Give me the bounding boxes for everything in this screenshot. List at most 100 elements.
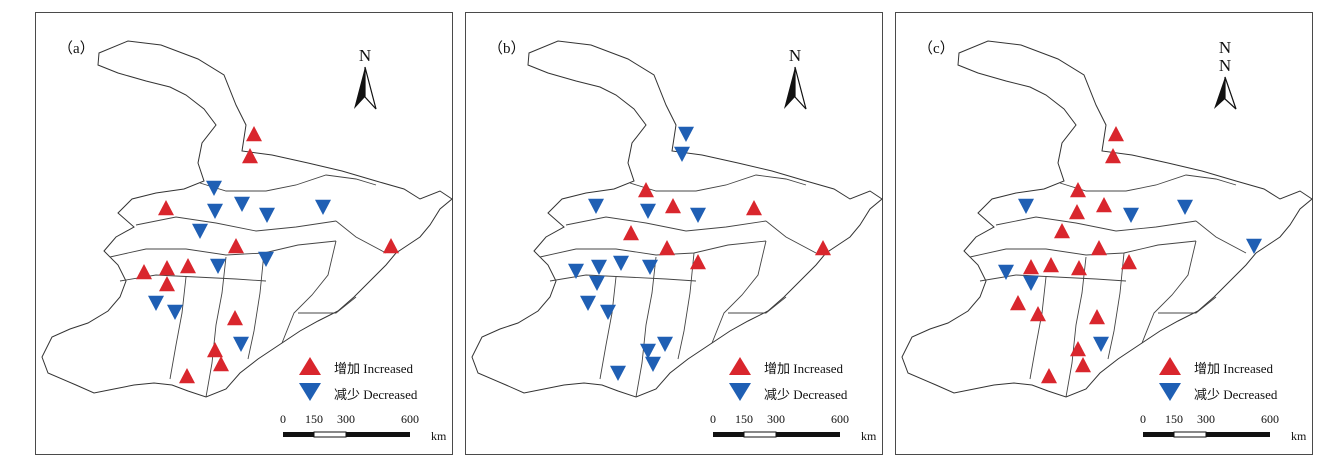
increased-station-marker xyxy=(1043,257,1059,273)
region-boundary xyxy=(247,252,265,360)
north-arrow-icon xyxy=(784,66,807,110)
increased-station-marker xyxy=(1030,306,1046,322)
decreased-station-marker xyxy=(568,263,584,279)
map-panel-c: （c） N N 增加 Increased 减少 Decreased 0 150 … xyxy=(895,12,1313,455)
increased-station-marker xyxy=(1096,197,1112,213)
decreased-station-marker xyxy=(167,304,183,320)
increased-station-marker xyxy=(228,238,244,254)
scale-bar-graphic xyxy=(713,431,840,438)
scale-tick: 600 xyxy=(401,412,419,426)
decreased-station-marker xyxy=(642,259,658,275)
panel-label: （a） xyxy=(58,41,95,57)
increased-station-marker xyxy=(690,254,706,270)
increased-station-marker xyxy=(159,276,175,292)
regions-map xyxy=(901,40,1313,398)
legend-decreased-label: 减少 Decreased xyxy=(334,387,418,402)
decreased-station-marker xyxy=(589,275,605,291)
increased-station-marker xyxy=(159,260,175,276)
scale-tick: 600 xyxy=(1261,412,1279,426)
scale-tick: 0 xyxy=(710,412,716,426)
decreased-station-marker xyxy=(258,251,274,267)
decreased-station-marker xyxy=(674,146,690,162)
scale-bar: 0 150 300 600 km xyxy=(680,412,880,452)
region-boundary xyxy=(281,240,337,344)
increased-station-marker xyxy=(1023,259,1039,275)
region-boundary xyxy=(565,216,767,232)
increased-station-marker xyxy=(1070,182,1086,198)
increased-station-marker xyxy=(179,368,195,384)
region-boundary xyxy=(677,252,695,360)
scale-tick: 0 xyxy=(280,412,286,426)
scale-unit: km xyxy=(431,429,447,443)
panel-label: （b） xyxy=(488,41,526,57)
increased-station-marker xyxy=(1108,126,1124,142)
north-arrow-icon xyxy=(1214,76,1237,110)
decreased-station-marker xyxy=(690,207,706,223)
decreased-station-marker xyxy=(640,343,656,359)
increased-station-marker xyxy=(1070,341,1086,357)
increased-station-marker xyxy=(1075,357,1091,373)
region-boundary xyxy=(711,240,767,344)
decreased-station-marker xyxy=(1123,207,1139,223)
increased-station-marker xyxy=(659,240,675,256)
region-boundary xyxy=(1059,174,1237,192)
scale-tick: 150 xyxy=(735,412,753,426)
map-panel-b: （b） N 增加 Increased 减少 Decreased 0 150 30… xyxy=(465,12,883,455)
scale-tick: 300 xyxy=(767,412,785,426)
station-markers xyxy=(136,126,399,384)
increased-station-marker xyxy=(227,310,243,326)
decreased-station-marker xyxy=(1018,198,1034,214)
map-panel-a: （a） N 增加 Increased 减少 Decreased 0 150 30… xyxy=(35,12,453,455)
scale-tick: 0 xyxy=(1140,412,1146,426)
scale-bar-graphic xyxy=(1143,431,1270,438)
decreased-station-marker xyxy=(1093,336,1109,352)
increased-station-marker xyxy=(180,258,196,274)
scale-tick: 150 xyxy=(305,412,323,426)
north-arrow: N xyxy=(781,47,809,116)
decreased-station-marker xyxy=(1246,238,1262,254)
region-boundary xyxy=(298,296,357,314)
decreased-station-marker xyxy=(259,207,275,223)
decreased-station-marker xyxy=(315,199,331,215)
country-outline xyxy=(901,40,1313,398)
scale-tick: 600 xyxy=(831,412,849,426)
increased-station-marker xyxy=(213,356,229,372)
increased-station-marker xyxy=(1091,240,1107,256)
decreased-triangle-icon xyxy=(1159,383,1181,401)
region-boundary xyxy=(1065,256,1087,398)
decreased-station-marker xyxy=(207,203,223,219)
north-arrow: N N xyxy=(1211,39,1239,116)
increased-station-marker xyxy=(242,148,258,164)
increased-triangle-icon xyxy=(729,357,751,375)
decreased-triangle-icon xyxy=(729,383,751,401)
increased-station-marker xyxy=(815,240,831,256)
region-boundary xyxy=(629,174,807,192)
increased-station-marker xyxy=(623,225,639,241)
region-boundary xyxy=(335,220,387,254)
country-outline xyxy=(471,40,883,398)
decreased-station-marker xyxy=(645,356,661,372)
region-boundary xyxy=(1029,276,1047,380)
decreased-station-marker xyxy=(610,365,626,381)
region-boundary xyxy=(728,296,787,314)
north-arrow: N xyxy=(351,47,379,116)
region-boundary xyxy=(169,276,187,380)
region-boundary xyxy=(995,216,1197,232)
decreased-station-marker xyxy=(233,336,249,352)
scale-tick: 300 xyxy=(1197,412,1215,426)
decreased-station-marker xyxy=(640,203,656,219)
decreased-triangle-icon xyxy=(299,383,321,401)
increased-station-marker xyxy=(136,264,152,280)
region-boundary xyxy=(979,274,1127,282)
increased-station-marker xyxy=(1069,204,1085,220)
region-boundary xyxy=(599,276,617,380)
region-boundary xyxy=(1158,296,1217,314)
decreased-station-marker xyxy=(591,259,607,275)
decreased-station-marker xyxy=(613,255,629,271)
increased-station-marker xyxy=(1121,254,1137,270)
region-boundary xyxy=(199,174,377,192)
region-boundary xyxy=(109,240,337,258)
increased-station-marker xyxy=(207,342,223,358)
station-markers xyxy=(998,126,1262,384)
decreased-station-marker xyxy=(600,304,616,320)
